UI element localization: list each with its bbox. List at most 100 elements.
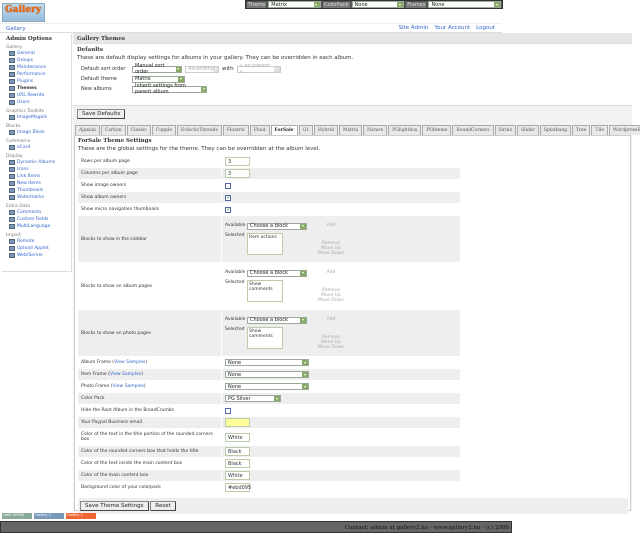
tab-tile[interactable]: Tile xyxy=(591,125,609,135)
available-blocks-select[interactable]: Choose a block xyxy=(247,269,307,277)
sidebar-item-comments[interactable]: Comments xyxy=(6,209,67,216)
tab-wordpressembedded[interactable]: WordpressEmbedded xyxy=(609,125,640,135)
available-blocks-select[interactable]: Choose a block xyxy=(247,316,307,324)
move-up-button[interactable]: Move Up xyxy=(321,292,341,298)
color-of-the-text-inside-the-main-content-box-input[interactable]: Black xyxy=(225,459,250,468)
item-frame-select[interactable]: None xyxy=(225,371,309,378)
remove-block-button[interactable]: Remove xyxy=(321,334,341,340)
show-micro-navigation-thumbnails-checkbox[interactable] xyxy=(225,206,231,213)
selected-blocks-list[interactable]: Show comments xyxy=(247,279,283,302)
gallery-badge-2[interactable]: Gallery 2 xyxy=(66,513,96,519)
tab-matrix[interactable]: Matrix xyxy=(338,125,363,135)
site-admin-link[interactable]: Site Admin xyxy=(398,25,429,31)
tab-eclecticthreads[interactable]: EclecticThreads xyxy=(177,125,222,135)
tab-roundcorners[interactable]: RoundCorners xyxy=(452,125,494,135)
columns-per-album-page-input[interactable]: 3 xyxy=(225,169,250,178)
theme-select[interactable]: Matrix xyxy=(268,1,321,8)
sidebar-item-remote[interactable]: Remote xyxy=(6,238,67,245)
selected-blocks-list[interactable]: Show comments xyxy=(247,326,283,349)
sidebar-item-link-items[interactable]: Link Items xyxy=(6,173,67,180)
reset-button[interactable]: Reset xyxy=(150,501,176,511)
colorpack-select[interactable]: None xyxy=(351,1,405,8)
gallery-logo[interactable]: Gallery xyxy=(2,3,45,22)
color-of-the-text-in-the-title-portion-of-the-rounded-corners-box-input[interactable]: White xyxy=(225,432,250,442)
sidebar-item-url-rewrite[interactable]: URL Rewrite xyxy=(6,92,67,99)
photo-frame-select[interactable]: None xyxy=(225,383,309,390)
move-down-button[interactable]: Move Down xyxy=(317,250,345,256)
sidebar-item-thumbnails[interactable]: Thumbnails xyxy=(6,187,67,194)
sidebar-item-general[interactable]: General xyxy=(6,50,67,57)
color-pack-select[interactable]: PG Silver xyxy=(225,395,281,402)
sidebar-item-icons[interactable]: Icons xyxy=(6,166,67,173)
new-albums-select[interactable]: Inherit settings from parent album xyxy=(132,83,207,95)
sidebar-item-multilanguage[interactable]: MultiLanguage xyxy=(6,223,67,230)
move-down-button[interactable]: Move Down xyxy=(317,297,345,303)
add-block-button[interactable]: Add xyxy=(326,316,336,322)
tab-classic[interactable]: Classic xyxy=(126,125,151,135)
sidebar-item-watermarks[interactable]: Watermarks xyxy=(6,194,67,201)
sort-order-select[interactable]: Manual sort order xyxy=(132,63,182,75)
sidebar-item-imagemagick[interactable]: ImageMagick xyxy=(6,114,67,121)
remove-block-button[interactable]: Remove xyxy=(321,287,341,293)
frames-select[interactable]: None xyxy=(428,1,501,8)
tab-nature[interactable]: Nature xyxy=(363,125,388,135)
selected-blocks-list[interactable]: Item actions xyxy=(247,232,283,255)
tab-splatbang[interactable]: Splatbang xyxy=(539,125,571,135)
sort-direction-select[interactable]: Ascending xyxy=(185,65,219,73)
tab-ajaxian[interactable]: Ajaxian xyxy=(75,125,100,135)
add-block-button[interactable]: Add xyxy=(326,222,336,228)
tab-fluid[interactable]: Fluid xyxy=(249,125,270,135)
save-defaults-button[interactable]: Save Defaults xyxy=(77,109,126,119)
rows-per-album-page-input[interactable]: 3 xyxy=(225,157,250,166)
tab-hybrid[interactable]: Hybrid xyxy=(314,125,338,135)
sidebar-item-ecard[interactable]: eCard xyxy=(6,144,67,151)
sidebar-item-upload-applet[interactable]: Upload Applet xyxy=(6,245,67,252)
sidebar-item-performance[interactable]: Performance xyxy=(6,71,67,78)
sidebar-item-image-block[interactable]: Image Block xyxy=(6,129,67,136)
xhtml-badge[interactable]: valid XHTML xyxy=(2,513,32,519)
move-up-button[interactable]: Move Up xyxy=(321,339,341,345)
sidebar-item-custom-fields[interactable]: Custom Fields xyxy=(6,216,67,223)
show-image-owners-checkbox[interactable] xyxy=(225,182,231,189)
tab-siriux[interactable]: Siriux xyxy=(494,125,517,135)
color-of-the-main-content-box-input[interactable]: White xyxy=(225,471,250,480)
show-album-owners-checkbox[interactable] xyxy=(225,194,231,201)
default-theme-select[interactable]: Matrix xyxy=(132,75,185,83)
sidebar-item-themes[interactable]: Themes xyxy=(6,85,67,92)
sidebar-item-dynamic-albums[interactable]: Dynamic Albums xyxy=(6,159,67,166)
background-color-of-your-colorpack-input[interactable]: #ebd095 xyxy=(225,483,251,492)
tab-cupple[interactable]: Cupple xyxy=(151,125,177,135)
tab-slider[interactable]: Slider xyxy=(517,125,539,135)
remove-block-button[interactable]: Remove xyxy=(321,240,341,246)
your-account-link[interactable]: Your Account xyxy=(434,25,471,31)
sidebar-item-maintenance[interactable]: Maintenance xyxy=(6,64,67,71)
view-samples-link[interactable]: View Samples xyxy=(112,384,144,389)
sidebar-item-web-server[interactable]: Web/Server xyxy=(6,252,67,259)
your-paypal-business-email-input[interactable] xyxy=(225,418,250,427)
available-blocks-select[interactable]: Choose a block xyxy=(247,222,307,230)
view-samples-link[interactable]: View Samples xyxy=(114,360,146,365)
view-samples-link[interactable]: View Samples xyxy=(109,372,142,377)
breadcrumb-gallery[interactable]: Gallery xyxy=(6,26,26,32)
move-up-button[interactable]: Move Up xyxy=(321,245,341,251)
add-block-button[interactable]: Add xyxy=(326,269,336,275)
album-frame-select[interactable]: None xyxy=(225,359,309,366)
gallery-badge[interactable]: Gallery 2 xyxy=(34,513,64,519)
tab-tree[interactable]: Tree xyxy=(571,125,591,135)
sidebar-item-plugins[interactable]: Plugins xyxy=(6,78,67,85)
save-theme-settings-button[interactable]: Save Theme Settings xyxy=(80,501,149,511)
color-of-the-rounded-corners-box-that-holds-the-title-input[interactable]: Black xyxy=(225,447,250,456)
tab-forsale[interactable]: ForSale xyxy=(270,125,298,135)
tab-g1[interactable]: G1 xyxy=(298,125,314,135)
presort-select[interactable]: « no presort » xyxy=(236,63,281,75)
logout-link[interactable]: Logout xyxy=(476,25,495,31)
hide-the-root-album-in-the-breadcrumbs-checkbox[interactable] xyxy=(225,407,231,414)
tab-pglightbox[interactable]: PGlightbox xyxy=(388,125,422,135)
sidebar-item-new-items[interactable]: New Items xyxy=(6,180,67,187)
sidebar-item-groups[interactable]: Groups xyxy=(6,57,67,64)
tab-pgtheme[interactable]: PGtheme xyxy=(422,125,452,135)
move-down-button[interactable]: Move Down xyxy=(317,344,345,350)
sidebar-item-users[interactable]: Users xyxy=(6,99,67,106)
tab-floatrix[interactable]: Floatrix xyxy=(222,125,249,135)
tab-carbon[interactable]: Carbon xyxy=(100,125,126,135)
